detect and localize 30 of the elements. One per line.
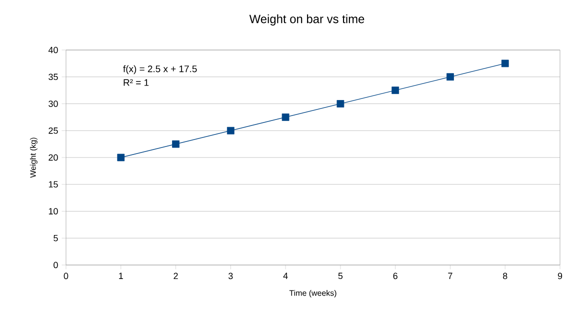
point bbox=[446, 73, 454, 81]
y-tick-label: 10 bbox=[48, 208, 58, 214]
x-tick-label: 7 bbox=[448, 272, 452, 279]
point bbox=[392, 86, 400, 94]
y-tick-label: 40 bbox=[48, 46, 58, 54]
point bbox=[117, 154, 125, 162]
chart-title: Weight on bar vs time bbox=[249, 14, 364, 26]
point bbox=[336, 100, 344, 108]
y-tick-label: 15 bbox=[48, 181, 58, 188]
x-tick-label: 5 bbox=[338, 272, 343, 280]
x-tick-label: 0 bbox=[64, 272, 68, 280]
annotation: f(x) = 2.5 x + 17.5 bbox=[123, 65, 197, 74]
point bbox=[172, 140, 180, 148]
y-tick-label: 20 bbox=[48, 154, 58, 161]
annotation: R² = 1 bbox=[124, 79, 149, 86]
y-tick-label: 5 bbox=[54, 234, 58, 242]
x-tick-label: 1 bbox=[119, 272, 123, 279]
y-tick-label: 0 bbox=[54, 262, 58, 268]
point bbox=[226, 126, 234, 134]
x-tick-label: 2 bbox=[174, 272, 178, 280]
x-tick-label: 6 bbox=[393, 272, 398, 280]
y-tick-label: 25 bbox=[48, 127, 58, 134]
point bbox=[501, 60, 509, 68]
y-tick-label: 30 bbox=[48, 100, 58, 107]
x-tick-label: 8 bbox=[503, 272, 508, 280]
point bbox=[282, 114, 290, 121]
x-tick-label: 3 bbox=[228, 272, 233, 280]
x-tick-label: 4 bbox=[283, 272, 288, 279]
y-tick-label: 35 bbox=[48, 74, 58, 80]
x-tick-label: 9 bbox=[558, 272, 562, 280]
